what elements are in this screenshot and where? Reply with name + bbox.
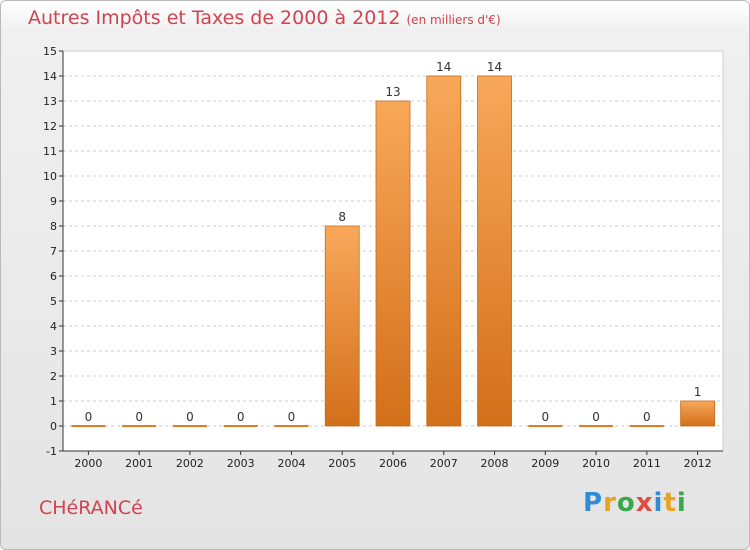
x-tick-label: 2002 bbox=[176, 457, 204, 470]
x-tick-label: 2006 bbox=[379, 457, 407, 470]
y-tick-label: 12 bbox=[43, 120, 57, 133]
bar bbox=[324, 225, 360, 427]
x-tick-label: 2010 bbox=[582, 457, 610, 470]
y-tick-label: 4 bbox=[50, 320, 57, 333]
logo-letter: i bbox=[653, 488, 664, 518]
value-label: 14 bbox=[487, 60, 502, 74]
y-tick-label: 9 bbox=[50, 195, 57, 208]
value-label: 0 bbox=[541, 410, 549, 424]
x-tick-label: 2011 bbox=[633, 457, 661, 470]
y-tick-label: 7 bbox=[50, 245, 57, 258]
value-label: 0 bbox=[85, 410, 93, 424]
bar bbox=[477, 75, 512, 427]
x-tick-label: 2001 bbox=[125, 457, 153, 470]
value-label: 0 bbox=[643, 410, 651, 424]
bar bbox=[426, 75, 462, 427]
y-tick-label: 15 bbox=[43, 45, 57, 58]
y-tick-label: 5 bbox=[50, 295, 57, 308]
x-tick-label: 2009 bbox=[531, 457, 559, 470]
value-label: 0 bbox=[288, 410, 296, 424]
value-label: 13 bbox=[385, 85, 400, 99]
x-tick-label: 2000 bbox=[74, 457, 102, 470]
chart-title: Autres Impôts et Taxes de 2000 à 2012 (en… bbox=[28, 7, 501, 29]
x-tick-label: 2004 bbox=[277, 457, 305, 470]
y-tick-label: 10 bbox=[43, 170, 57, 183]
bar bbox=[375, 100, 411, 427]
y-tick-label: 8 bbox=[50, 220, 57, 233]
logo-letter: P bbox=[583, 488, 604, 518]
logo-letter: i bbox=[676, 488, 687, 518]
commune-name: CHéRANCé bbox=[39, 497, 143, 519]
proxiti-logo: Proxiti bbox=[583, 488, 687, 518]
logo-letter: x bbox=[635, 488, 654, 518]
unit-text: (en milliers d'€) bbox=[406, 13, 501, 27]
logo-letter: t bbox=[663, 488, 677, 518]
y-tick-label: 1 bbox=[50, 395, 57, 408]
value-label: 1 bbox=[694, 385, 702, 399]
bar bbox=[680, 400, 716, 427]
y-tick-label: 2 bbox=[50, 370, 57, 383]
y-tick-label: 11 bbox=[43, 145, 57, 158]
value-label: 8 bbox=[338, 210, 346, 224]
y-tick-label: 0 bbox=[50, 420, 57, 433]
x-tick-label: 2007 bbox=[430, 457, 458, 470]
y-tick-label: 14 bbox=[43, 70, 57, 83]
x-tick-label: 2003 bbox=[227, 457, 255, 470]
value-label: 0 bbox=[135, 410, 143, 424]
x-tick-label: 2008 bbox=[481, 457, 509, 470]
x-tick-label: 2012 bbox=[684, 457, 712, 470]
value-label: 0 bbox=[186, 410, 194, 424]
value-label: 0 bbox=[592, 410, 600, 424]
logo-letter: r bbox=[603, 488, 617, 518]
title-text: Autres Impôts et Taxes de 2000 à 2012 bbox=[28, 7, 401, 29]
value-label: 0 bbox=[237, 410, 245, 424]
y-tick-label: -1 bbox=[46, 445, 57, 458]
y-tick-label: 13 bbox=[43, 95, 57, 108]
x-tick-label: 2005 bbox=[328, 457, 356, 470]
y-tick-label: 3 bbox=[50, 345, 57, 358]
y-tick-label: 6 bbox=[50, 270, 57, 283]
value-label: 14 bbox=[436, 60, 451, 74]
logo-letter: o bbox=[616, 488, 636, 518]
